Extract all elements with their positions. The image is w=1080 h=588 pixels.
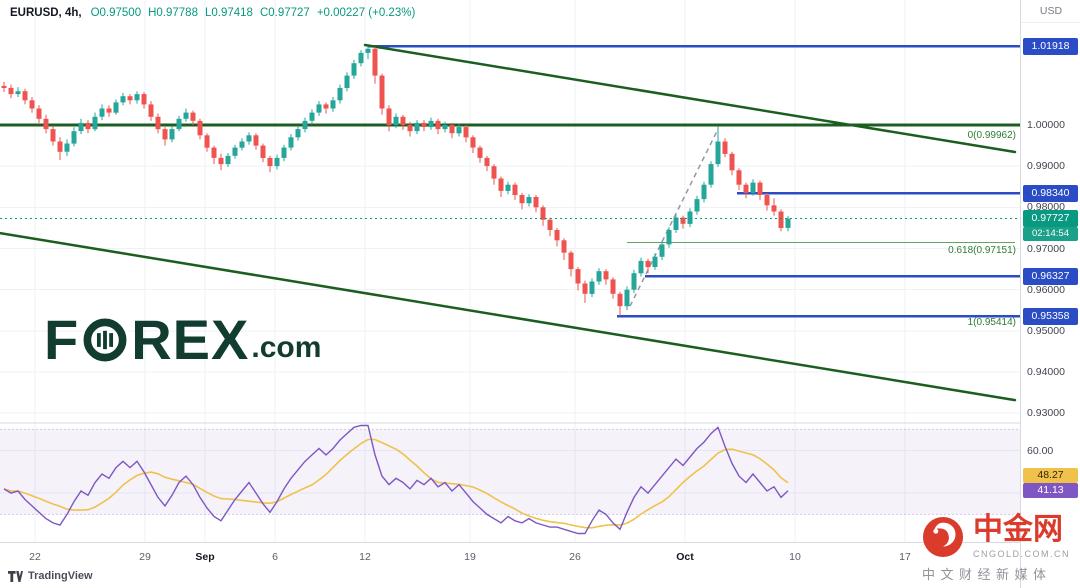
price-tick-label: 1.00000 — [1027, 119, 1065, 131]
rsi-value-badge: 41.13 — [1023, 483, 1078, 498]
fib-level-label: 1(0.95414) — [967, 317, 1016, 328]
time-tick-label: 22 — [29, 551, 41, 563]
cngold-domain: CNGOLD.COM.CN — [972, 549, 1070, 559]
change-value: +0.00227 (+0.23%) — [316, 7, 416, 19]
tradingview-attribution[interactable]: TradingView — [8, 570, 93, 582]
current-price-badge: 0.97727 — [1023, 210, 1078, 227]
price-tick-label: 0.99000 — [1027, 160, 1065, 172]
forex-watermark: F REX .com — [44, 312, 321, 368]
price-level-badge: 0.95358 — [1023, 308, 1078, 325]
symbol-title[interactable]: EURUSD, 4h, — [10, 7, 82, 19]
time-tick-label: Sep — [195, 551, 215, 563]
time-tick-label: 29 — [139, 551, 151, 563]
time-tick-label: 19 — [464, 551, 476, 563]
close-value: C0.97727 — [259, 7, 310, 19]
tradingview-icon — [8, 570, 23, 582]
forex-text-rex: REX — [131, 308, 250, 371]
axis-currency-label: USD — [1021, 0, 1080, 23]
time-axis[interactable]: 22 29 Sep 6 12 19 26 Oct 10 17 — [0, 542, 1020, 588]
time-tick-label: 6 — [272, 551, 278, 563]
time-tick-label: 17 — [899, 551, 911, 563]
ohlc-values: O0.97500 H0.97788 L0.97418 C0.97727 +0.0… — [91, 7, 416, 19]
price-axis[interactable]: USD 1.00000 0.99000 0.98000 0.97000 0.96000 0… — [1020, 0, 1080, 588]
time-tick-label: Oct — [676, 551, 694, 563]
low-value: L0.97418 — [204, 7, 253, 19]
rsi-ma-badge: 48.27 — [1023, 468, 1078, 483]
cngold-watermark: 中金网 CNGOLD.COM.CN 中文财经新媒体 — [921, 512, 1070, 584]
price-tick-label: 0.95000 — [1027, 325, 1065, 337]
forex-text-f: F — [44, 308, 80, 371]
rsi-tick-label: 60.00 — [1027, 445, 1054, 457]
time-tick-label: 26 — [569, 551, 581, 563]
cngold-logo-icon — [922, 516, 964, 558]
price-tick-label: 0.94000 — [1027, 366, 1065, 378]
time-tick-label: 12 — [359, 551, 371, 563]
open-value: O0.97500 — [90, 7, 142, 19]
cngold-tagline: 中文财经新媒体 — [921, 568, 1052, 583]
price-level-badge: 1.01918 — [1023, 38, 1078, 55]
price-tick-label: 0.96000 — [1027, 284, 1065, 296]
price-level-badge: 0.98340 — [1023, 185, 1078, 202]
forex-o-icon — [83, 318, 127, 362]
forex-text-com: .com — [251, 331, 322, 364]
tradingview-label: TradingView — [28, 570, 93, 582]
fib-level-label: 0.618(0.97151) — [948, 245, 1016, 256]
cngold-name: 中金网 — [972, 512, 1063, 547]
high-value: H0.97788 — [148, 7, 198, 19]
countdown-badge: 02:14:54 — [1023, 227, 1078, 241]
price-level-badge: 0.96327 — [1023, 268, 1078, 285]
symbol-legend[interactable]: EURUSD, 4h, O0.97500 H0.97788 L0.97418 C… — [10, 7, 415, 19]
price-tick-label: 0.97000 — [1027, 243, 1065, 255]
time-tick-label: 10 — [789, 551, 801, 563]
price-tick-label: 0.93000 — [1027, 407, 1065, 419]
fib-level-label: 0(0.99962) — [967, 130, 1016, 141]
